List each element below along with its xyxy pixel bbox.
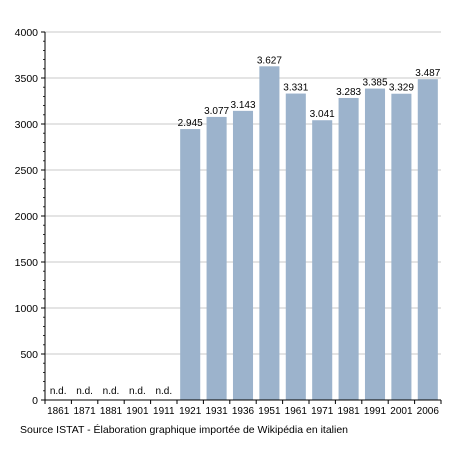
y-tick-label: 500 — [20, 349, 38, 361]
data-label: n.d. — [155, 386, 172, 397]
x-tick-label: 1951 — [258, 406, 281, 417]
bar — [417, 79, 438, 401]
data-label: 3.041 — [310, 109, 335, 120]
data-label: 2.945 — [178, 118, 203, 129]
bar — [364, 88, 386, 400]
data-label: n.d. — [76, 386, 93, 397]
x-tick-label: 2006 — [417, 406, 440, 417]
bar — [391, 93, 412, 401]
x-tick-label: 1921 — [179, 406, 202, 417]
source-note: Source ISTAT - Élaboration graphique imp… — [20, 424, 349, 436]
bar — [232, 110, 254, 401]
x-tick-label: 1861 — [47, 406, 70, 417]
data-label: 3.487 — [415, 68, 440, 79]
x-tick-label: 1871 — [73, 406, 96, 417]
data-label: 3.331 — [283, 83, 308, 94]
x-tick-label: 1901 — [126, 406, 149, 417]
axes — [41, 31, 442, 404]
data-label: 3.283 — [336, 87, 361, 98]
bar — [338, 97, 359, 401]
labels: 0 500 1000 1500 2000 2500 3000 3500 4000 n.d. 1861… — [15, 27, 441, 417]
data-label: n.d. — [50, 386, 67, 397]
x-tick-label: 1961 — [285, 406, 308, 417]
y-tick-label: 4000 — [15, 27, 39, 39]
data-label: n.d. — [103, 386, 120, 397]
bar — [312, 120, 333, 400]
bar — [206, 116, 227, 400]
x-tick-label: 1936 — [232, 406, 255, 417]
data-label: 3.329 — [389, 83, 414, 94]
x-tick-label: 1991 — [364, 406, 387, 417]
x-tick-label: 2001 — [390, 406, 413, 417]
data-label: n.d. — [129, 386, 146, 397]
x-tick-label: 1881 — [100, 406, 123, 417]
y-tick-label: 3500 — [15, 73, 39, 85]
x-tick-label: 1911 — [153, 406, 175, 417]
data-label: 3.077 — [204, 106, 229, 117]
y-tick-label: 3000 — [15, 119, 39, 131]
bar — [259, 66, 280, 400]
bars — [180, 66, 438, 401]
data-label: 3.627 — [257, 55, 282, 66]
y-tick-label: 0 — [32, 395, 38, 407]
bar — [180, 129, 201, 400]
bar — [285, 93, 306, 400]
y-tick-label: 2000 — [15, 211, 39, 223]
y-tick-label: 1500 — [15, 257, 39, 269]
x-tick-label: 1931 — [205, 406, 228, 417]
data-label: 3.143 — [230, 100, 255, 111]
x-tick-label: 1981 — [337, 406, 360, 417]
y-tick-label: 1000 — [15, 303, 39, 315]
data-label: 3.385 — [362, 78, 387, 89]
y-tick-label: 2500 — [15, 165, 39, 177]
x-tick-label: 1971 — [311, 406, 334, 417]
